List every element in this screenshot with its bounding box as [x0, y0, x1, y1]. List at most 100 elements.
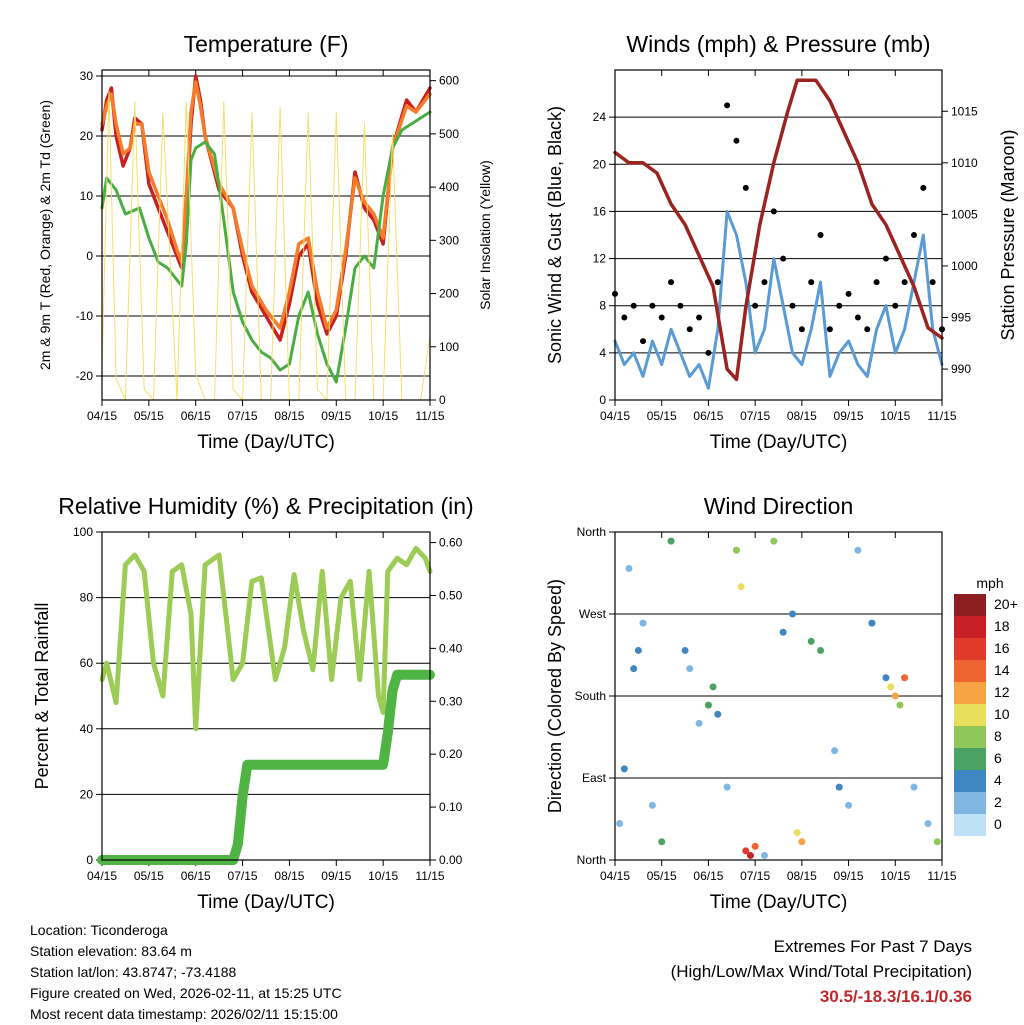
wind-direction-point	[854, 546, 862, 554]
humidity-ytick-label: 20	[80, 787, 94, 801]
speed-legend-label: 18	[994, 618, 1010, 634]
temperature-ylabel: 2m & 9m T (Red, Orange) & 2m Td (Green)	[37, 100, 53, 370]
wind_direction-xtick-label: 09/15	[834, 869, 864, 883]
wind-direction-point	[924, 820, 932, 828]
wind-direction-point	[616, 820, 624, 828]
wind_direction-xtick-label: 04/15	[600, 869, 630, 883]
winds-gust-point	[901, 279, 908, 286]
wind-direction-point	[793, 829, 801, 837]
station-location: Location: Ticonderoga	[30, 922, 168, 938]
humidity-xlabel: Time (Day/UTC)	[197, 892, 335, 913]
wind-direction-point	[901, 674, 909, 682]
wind-direction-point	[742, 847, 750, 855]
winds-frame	[614, 69, 943, 401]
temperature-ytick-label: -20	[76, 369, 94, 383]
winds-ytick-label: 24	[593, 110, 607, 124]
wind-direction-point	[882, 674, 890, 682]
winds-ytick-label: 8	[599, 299, 606, 313]
speed-legend-swatch	[954, 660, 986, 682]
humidity-title: Relative Humidity (%) & Precipitation (i…	[58, 493, 473, 519]
speed-legend-label: 12	[994, 684, 1010, 700]
winds-gust-point	[873, 279, 880, 286]
wind-direction-point	[933, 838, 941, 846]
wind-direction-point	[714, 710, 722, 718]
winds-xtick-label: 05/15	[647, 409, 677, 423]
winds-ytick-label: 12	[593, 252, 607, 266]
wind_direction-ytick-label: West	[579, 607, 607, 621]
winds-y2tick-label: 1010	[951, 156, 978, 170]
speed-legend-swatch	[954, 792, 986, 814]
wind-direction-point	[807, 637, 815, 645]
winds-y2tick-label: 1015	[951, 104, 978, 118]
humidity-y2tick-label: 0.40	[439, 641, 463, 655]
temperature-y2label: Solar Insolation (Yellow)	[477, 160, 493, 310]
speed-legend-label: 20+	[994, 596, 1018, 612]
winds-gust-point	[630, 302, 637, 309]
humidity-y2tick-label: 0.20	[439, 747, 463, 761]
winds-gust-point	[705, 349, 712, 356]
wind_direction-xtick-label: 07/15	[740, 869, 770, 883]
temperature-xtick-label: 09/15	[321, 409, 351, 423]
humidity-relative-humidity-line	[99, 545, 433, 732]
winds-gust-point	[798, 326, 805, 333]
winds-xtick-label: 10/15	[880, 409, 910, 423]
speed-legend-swatch	[954, 616, 986, 638]
humidity-xtick-label: 06/15	[181, 869, 211, 883]
humidity-y2tick-label: 0.10	[439, 800, 463, 814]
wind-direction-point	[751, 842, 759, 850]
wind-direction-point	[868, 619, 876, 627]
temperature-title: Temperature (F)	[184, 31, 349, 57]
winds-ytick-label: 16	[593, 204, 607, 218]
wind-direction-point	[779, 628, 787, 636]
winds-gust-point	[845, 290, 852, 297]
figure-created: Figure created on Wed, 2026-02-11, at 15…	[30, 985, 342, 1001]
winds-xtick-label: 04/15	[600, 409, 630, 423]
humidity-xtick-label: 04/15	[87, 869, 117, 883]
winds-y2tick-label: 990	[951, 362, 971, 376]
speed-legend-swatch	[954, 814, 986, 836]
humidity-y2tick-label: 0.60	[439, 536, 463, 550]
winds-ytick-label: 0	[599, 393, 606, 407]
humidity-xtick-label: 10/15	[368, 869, 398, 883]
wind_direction-ytick-label: East	[582, 771, 607, 785]
wind-direction-point	[630, 665, 638, 673]
temperature-xtick-label: 04/15	[87, 409, 117, 423]
winds-xtick-label: 09/15	[834, 409, 864, 423]
temperature-frame	[101, 69, 431, 401]
station-info: Location: Ticonderoga Station elevation:…	[30, 920, 342, 1025]
temperature-9m-t-line	[100, 80, 432, 330]
speed-legend-swatch	[954, 594, 986, 616]
speed-legend-swatch	[954, 770, 986, 792]
wind_direction-ytick-label: North	[577, 853, 606, 867]
wind-direction-point	[709, 683, 717, 691]
wind-direction-point	[831, 747, 839, 755]
meteogram-figure: Temperature (F)3020100-10-20600500400300…	[32, 31, 1018, 913]
winds-gust-point	[817, 232, 824, 238]
wind-direction-point	[770, 537, 778, 545]
speed-legend-swatch	[954, 638, 986, 660]
temperature-xtick-label: 05/15	[134, 409, 164, 423]
wind-direction-point	[667, 537, 675, 545]
winds-gust-point	[882, 255, 889, 262]
wind-direction-point	[686, 665, 694, 673]
wind_direction-title: Wind Direction	[704, 493, 854, 519]
winds-gust-point	[826, 326, 833, 333]
speed-legend-swatch	[954, 726, 986, 748]
wind-direction-point	[891, 692, 899, 700]
temperature-xtick-label: 11/15	[415, 409, 444, 423]
wind_direction-xtick-label: 05/15	[647, 869, 677, 883]
extremes-title: Extremes For Past 7 Days	[773, 937, 972, 956]
winds-gust-point	[864, 326, 871, 333]
winds-gust-point	[742, 184, 749, 191]
humidity-ylabel: Percent & Total Rainfall	[32, 603, 52, 790]
temperature-ytick-label: -10	[76, 309, 94, 323]
humidity-xtick-label: 11/15	[415, 869, 444, 883]
temperature-ytick-label: 10	[80, 189, 94, 203]
humidity-ytick-label: 60	[80, 656, 94, 670]
wind-direction-point	[798, 838, 806, 846]
speed-legend-label: 6	[994, 750, 1002, 766]
speed-legend-label: 0	[994, 816, 1002, 832]
winds-sonic-wind-line	[613, 209, 944, 390]
winds-gust-point	[714, 279, 721, 286]
winds-xlabel: Time (Day/UTC)	[710, 432, 848, 453]
